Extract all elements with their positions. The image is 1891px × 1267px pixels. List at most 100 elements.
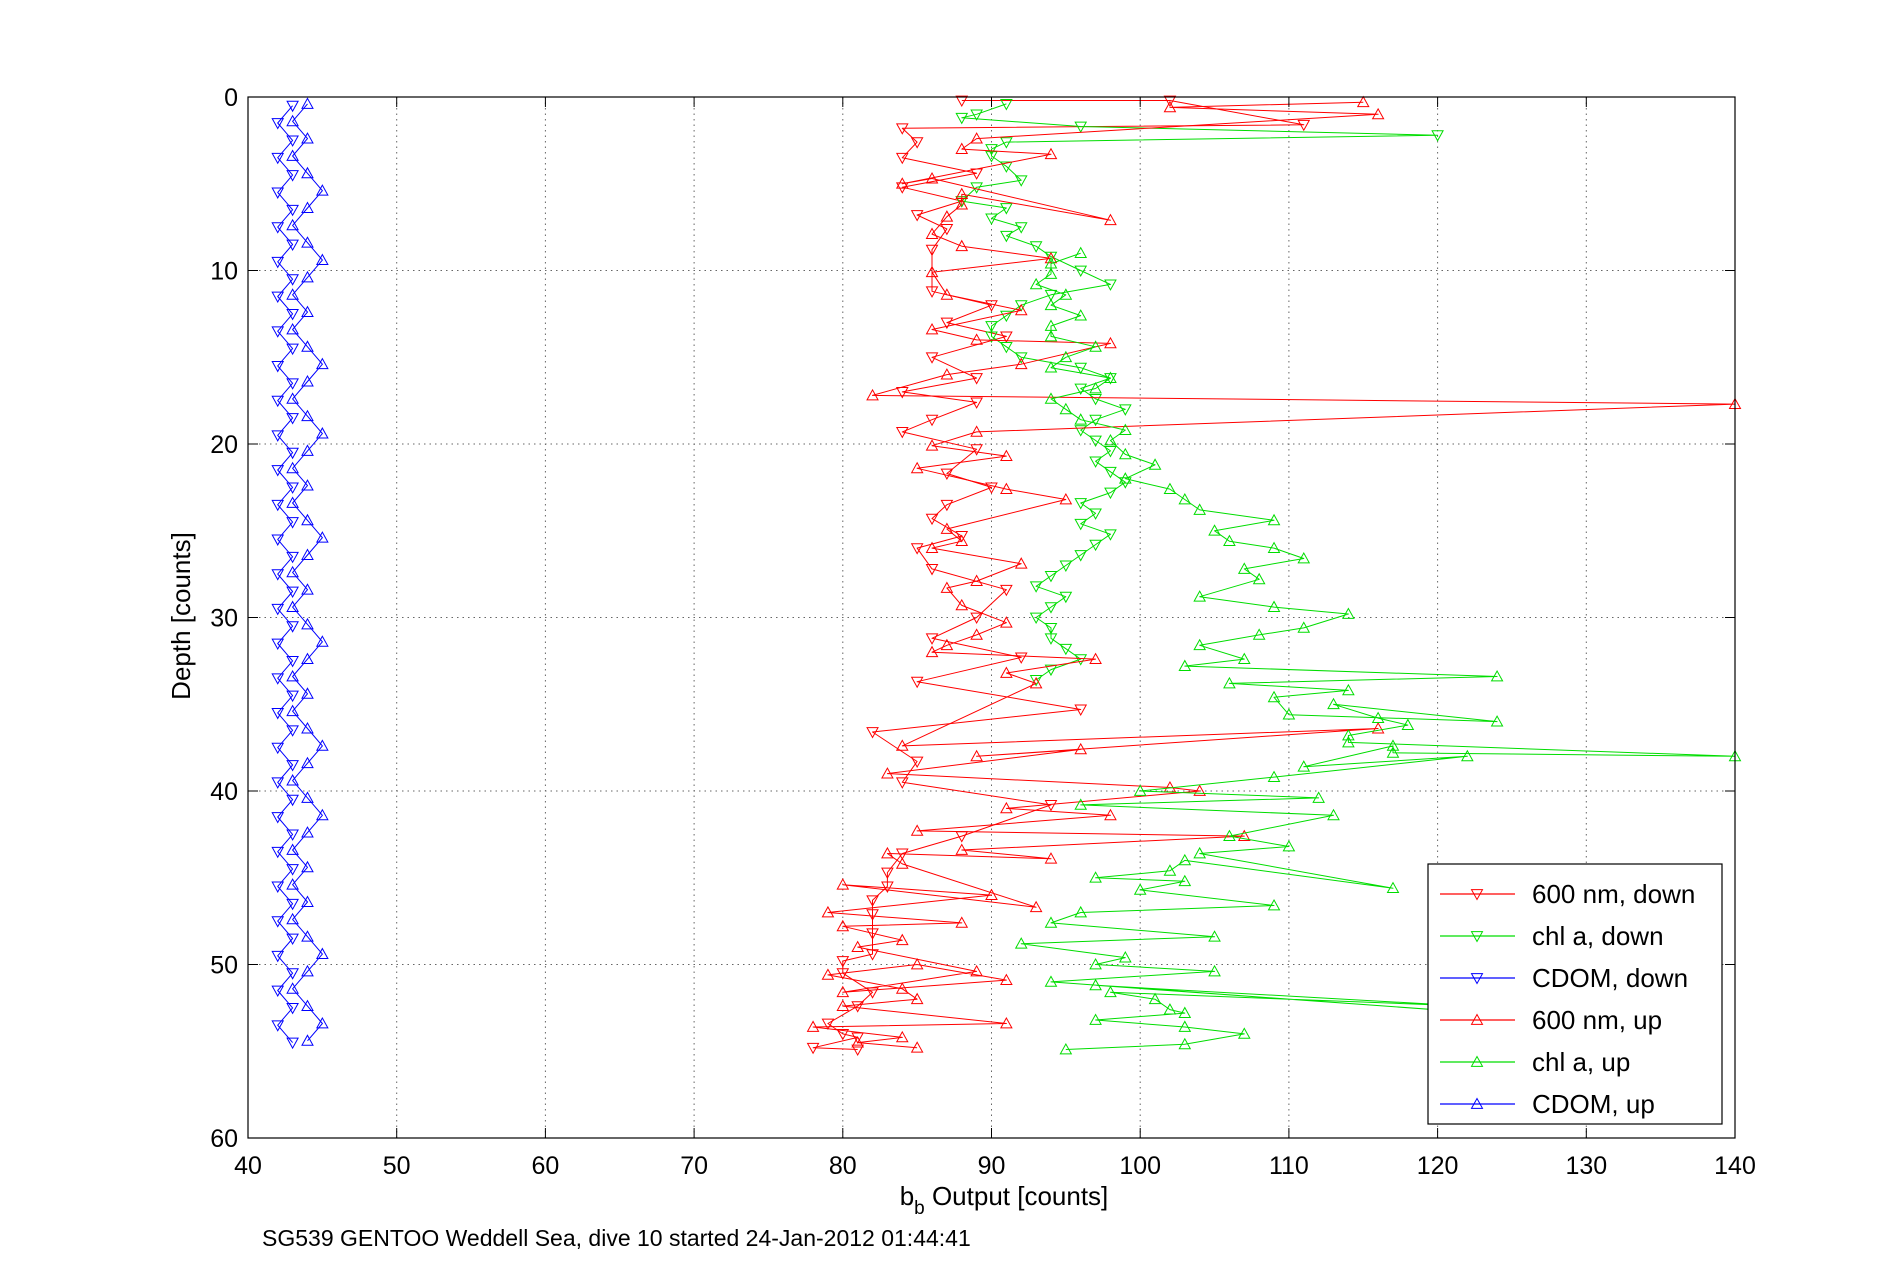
data-point	[881, 867, 894, 880]
data-point	[925, 265, 939, 278]
data-point	[286, 288, 299, 300]
data-point	[1000, 99, 1013, 111]
data-point	[1029, 676, 1043, 689]
data-point	[286, 690, 299, 703]
data-point	[1074, 413, 1088, 425]
data-point	[1029, 900, 1043, 913]
data-point	[1014, 352, 1028, 364]
data-point	[1074, 798, 1088, 810]
data-point	[1193, 784, 1207, 796]
data-point	[955, 843, 969, 855]
data-point	[955, 95, 969, 107]
x-tick-label: 100	[1119, 1152, 1161, 1180]
data-point	[895, 1030, 909, 1043]
data-point	[316, 253, 329, 265]
legend-swatch-marker	[1470, 1097, 1484, 1109]
grid-layer	[248, 97, 1735, 1138]
data-point	[985, 321, 998, 333]
data-point	[866, 388, 879, 401]
data-point	[1044, 319, 1058, 331]
data-point	[1104, 279, 1117, 291]
data-point	[836, 985, 850, 998]
data-point	[286, 517, 299, 529]
data-point	[925, 352, 939, 364]
data-point	[925, 564, 939, 576]
data-point	[271, 881, 285, 893]
x-tick-label: 50	[383, 1152, 411, 1180]
data-point	[271, 812, 285, 824]
data-point	[286, 621, 299, 633]
data-point	[1297, 119, 1311, 132]
data-point	[1118, 423, 1132, 436]
data-point	[1327, 697, 1340, 710]
data-point	[301, 340, 314, 352]
data-point	[821, 905, 835, 918]
data-point	[925, 172, 939, 184]
data-point	[985, 888, 998, 900]
data-point	[286, 725, 299, 737]
legend-label: CDOM, down	[1532, 963, 1688, 993]
legend-box	[1427, 863, 1723, 1125]
data-point	[970, 628, 983, 640]
data-point	[1044, 329, 1058, 342]
data-point	[1000, 203, 1013, 215]
data-point	[895, 123, 909, 135]
data-point	[1178, 1006, 1192, 1018]
data-point	[940, 638, 954, 651]
data-point	[286, 829, 299, 841]
data-point	[925, 227, 939, 239]
data-point	[881, 846, 894, 859]
series-600-nm-down	[806, 95, 1311, 1057]
data-point	[1000, 310, 1013, 323]
data-point	[1267, 770, 1281, 783]
x-tick-label: 80	[829, 1152, 857, 1180]
data-point	[1386, 881, 1400, 894]
data-point	[271, 638, 285, 651]
data-point	[286, 149, 299, 161]
legend-label: 600 nm, up	[1532, 1005, 1662, 1035]
data-point	[970, 373, 983, 385]
data-point	[1342, 607, 1355, 619]
data-point	[301, 409, 314, 422]
data-point	[955, 142, 969, 154]
data-point	[1014, 222, 1028, 234]
data-point	[301, 895, 314, 907]
series-chl-a-down	[955, 99, 1444, 687]
data-point	[895, 177, 909, 189]
data-point	[1059, 492, 1073, 505]
data-point	[851, 1001, 865, 1013]
data-point	[286, 898, 299, 911]
x-tick-label: 130	[1565, 1152, 1607, 1180]
data-point	[970, 397, 983, 409]
series-line	[961, 103, 1439, 681]
data-point	[1163, 95, 1177, 107]
data-point	[1118, 447, 1132, 460]
legend-swatch-marker	[1470, 889, 1484, 901]
data-point	[1163, 1003, 1177, 1015]
data-point	[985, 482, 998, 494]
data-point	[1178, 1020, 1192, 1032]
data-point	[1074, 265, 1088, 278]
data-point	[1044, 602, 1058, 614]
data-point	[1133, 784, 1147, 796]
legend: 600 nm, down chl a, down CDOM, down 600 nm,…	[1427, 863, 1723, 1125]
y-tick-label: 10	[210, 258, 238, 286]
data-point	[925, 541, 939, 553]
data-point	[286, 968, 299, 980]
data-point	[1029, 581, 1043, 593]
data-point	[955, 831, 969, 843]
data-point	[851, 1036, 865, 1048]
data-point	[286, 447, 299, 460]
data-point	[940, 581, 954, 593]
series-layer	[271, 95, 1742, 1057]
y-tick-label: 20	[210, 431, 238, 459]
data-point	[1133, 883, 1147, 895]
data-point	[866, 895, 879, 907]
data-point	[1074, 704, 1088, 716]
data-point	[271, 569, 285, 581]
data-point	[316, 1016, 329, 1029]
legend-swatch-marker	[1470, 1055, 1484, 1067]
data-point	[271, 291, 285, 304]
data-point	[881, 881, 894, 893]
data-point	[1029, 612, 1043, 625]
